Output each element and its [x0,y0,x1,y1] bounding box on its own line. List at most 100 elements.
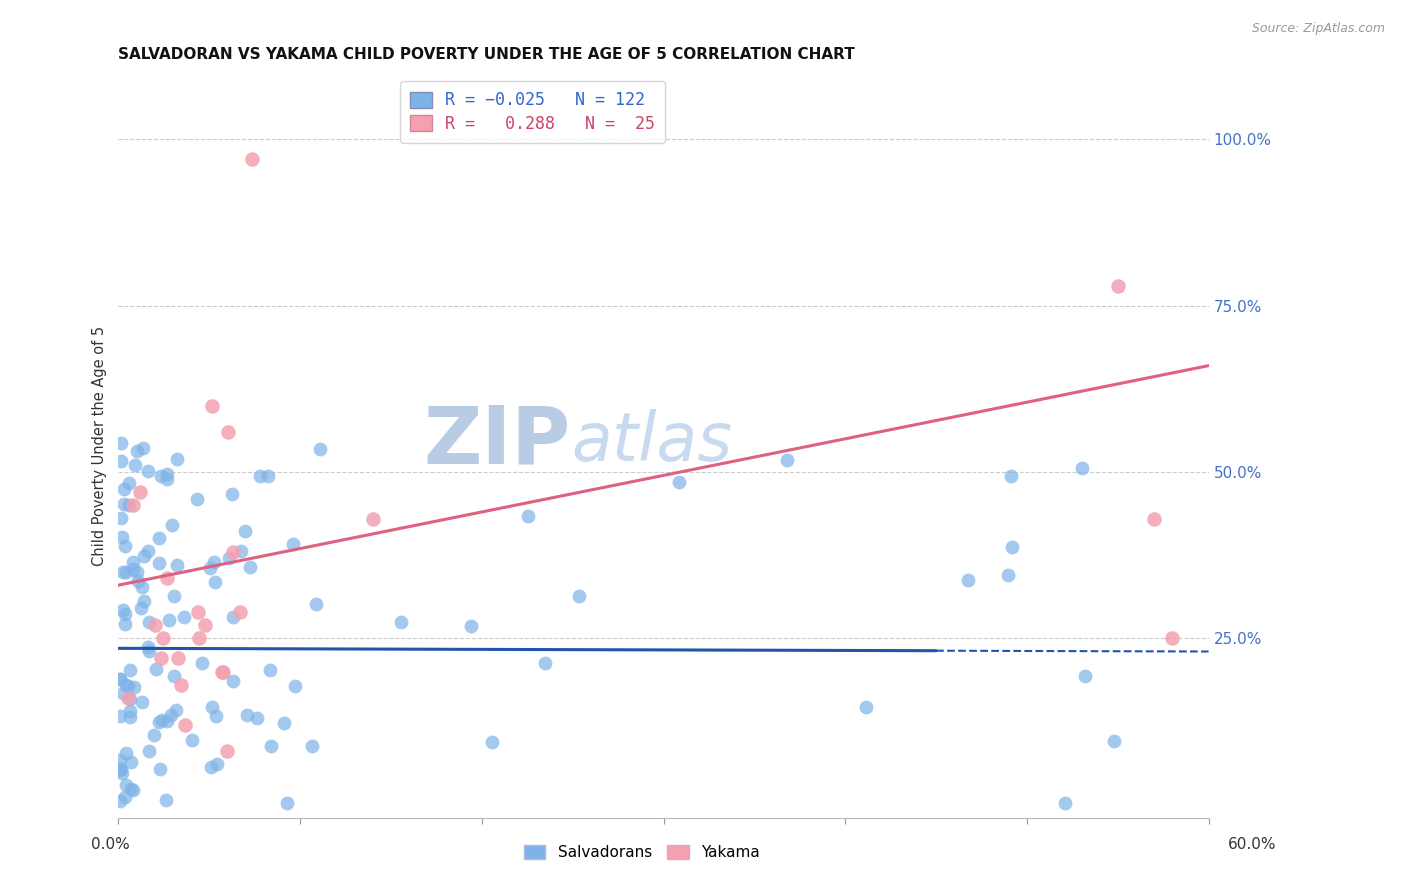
Point [276,796,298,810]
Point [122,562,145,576]
Point [129,600,152,615]
Point [160,708,183,723]
Point [162,518,184,533]
Point [120,781,142,796]
Point [131,695,153,709]
Point [155,793,177,807]
Point [201,399,224,413]
Point [201,700,224,714]
Point [110,435,132,450]
Point [1053,796,1076,810]
Point [218,551,240,566]
Point [114,565,136,579]
Point [114,746,136,760]
Point [776,453,799,467]
Point [138,644,160,658]
Point [956,573,979,587]
Point [668,475,690,489]
Point [198,561,221,575]
Point [156,472,179,486]
Point [170,678,193,692]
Point [211,665,233,679]
Point [149,763,172,777]
Point [997,568,1019,582]
Point [246,711,269,725]
Y-axis label: Child Poverty Under the Age of 5: Child Poverty Under the Age of 5 [93,326,107,566]
Point [110,673,132,687]
Point [132,441,155,455]
Point [460,619,482,633]
Point [191,656,214,670]
Point [194,618,217,632]
Point [221,486,243,500]
Point [1143,511,1166,525]
Point [138,615,160,629]
Point [308,442,330,457]
Point [127,574,149,588]
Point [389,615,412,629]
Point [112,482,135,496]
Point [149,651,172,665]
Point [124,458,146,473]
Point [187,605,209,619]
Point [221,610,243,624]
Point [122,555,145,569]
Point [150,714,173,728]
Point [301,739,323,753]
Point [129,485,152,500]
Point [568,590,591,604]
Point [120,755,142,769]
Point [217,425,239,439]
Point [163,589,186,603]
Point [204,575,226,590]
Point [204,708,226,723]
Point [281,537,304,551]
Point [236,708,259,723]
Point [187,632,209,646]
Point [534,657,557,671]
Point [1001,540,1024,554]
Point [259,739,281,753]
Point [143,729,166,743]
Point [114,617,136,632]
Point [138,744,160,758]
Point [118,692,141,706]
Point [110,672,132,686]
Text: Source: ZipAtlas.com: Source: ZipAtlas.com [1251,22,1385,36]
Text: SALVADORAN VS YAKAMA CHILD POVERTY UNDER THE AGE OF 5 CORRELATION CHART: SALVADORAN VS YAKAMA CHILD POVERTY UNDER… [118,47,855,62]
Point [200,760,222,774]
Point [165,702,187,716]
Point [111,530,134,544]
Point [122,680,145,694]
Point [114,607,136,621]
Point [222,673,245,688]
Point [233,524,256,539]
Point [118,475,141,490]
Point [166,452,188,467]
Point [111,565,134,579]
Legend: Salvadorans, Yakama: Salvadorans, Yakama [517,838,766,866]
Point [229,544,252,558]
Point [111,765,134,780]
Point [305,598,328,612]
Point [156,467,179,482]
Point [1161,632,1184,646]
Point [114,778,136,792]
Point [134,549,156,563]
Point [229,605,252,619]
Point [115,678,138,692]
Point [112,497,135,511]
Text: atlas: atlas [571,409,733,475]
Point [212,665,235,679]
Point [249,469,271,483]
Point [1074,669,1097,683]
Point [117,679,139,693]
Point [186,491,208,506]
Point [110,454,132,468]
Point [148,556,170,570]
Point [118,498,141,512]
Point [855,700,877,714]
Point [150,468,173,483]
Point [125,444,148,458]
Point [222,545,245,559]
